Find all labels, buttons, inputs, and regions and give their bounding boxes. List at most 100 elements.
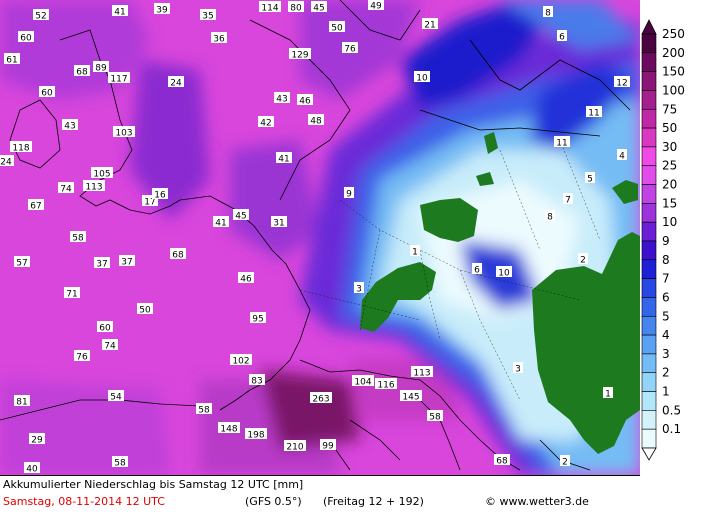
legend-label: 4 — [662, 328, 670, 342]
map-value-label: 43 — [274, 92, 290, 105]
map-value-label: 1 — [603, 387, 613, 400]
map-value-box — [137, 303, 153, 314]
map-value-text: 9 — [346, 190, 352, 200]
map-value-label: 117 — [108, 72, 130, 85]
legend-label: 200 — [662, 46, 685, 60]
map-value-box — [614, 76, 630, 87]
map-value-label: 35 — [200, 9, 216, 22]
map-value-text: 71 — [66, 290, 77, 300]
legend-color-box — [641, 146, 657, 167]
map-value-box — [603, 387, 613, 398]
legend-color-box — [641, 52, 657, 72]
map-value-box — [102, 339, 118, 350]
map-value-label: 81 — [14, 395, 30, 408]
map-value-text: 49 — [370, 2, 382, 12]
map-value-text: 5 — [587, 175, 593, 185]
map-value-text: 2 — [562, 458, 568, 468]
map-value-box — [311, 1, 327, 12]
map-value-text: 145 — [402, 393, 419, 403]
map-value-box — [375, 378, 397, 389]
legend-label: 1 — [662, 385, 670, 399]
footer-line-2: Samstag, 08-11-2014 12 UTC (GFS 0.5°) (F… — [3, 495, 589, 508]
map-value-box — [152, 188, 168, 199]
map-value-label: 54 — [108, 390, 124, 403]
map-value-box — [230, 354, 252, 365]
legend-labels: 250 200 150 100 75 50 30 25 20 15 10 9 8 7 6 5 4 3 2 1 0.5 0.… — [662, 27, 685, 436]
legend-color-box — [641, 240, 657, 261]
map-value-box — [513, 362, 523, 373]
map-value-text: 68 — [496, 457, 508, 467]
map-value-label: 50 — [329, 21, 345, 34]
map-value-box — [0, 155, 14, 166]
map-value-text: 58 — [72, 234, 84, 244]
map-value-label: 74 — [58, 182, 74, 195]
map-value-label: 67 — [28, 199, 44, 212]
map-value-text: 45 — [313, 4, 324, 14]
map-value-text: 104 — [354, 378, 371, 388]
map-value-label: 145 — [400, 390, 422, 403]
map-value-box — [28, 199, 44, 210]
map-value-box — [119, 255, 135, 266]
map-value-box — [274, 92, 290, 103]
map-value-label: 89 — [93, 61, 109, 74]
map-value-text: 3 — [515, 365, 521, 375]
map-value-text: 37 — [96, 260, 107, 270]
map-value-box — [97, 321, 113, 332]
map-value-label: 74 — [102, 339, 118, 352]
map-value-label: 24 — [0, 155, 14, 168]
legend-color-box — [641, 297, 657, 317]
legend-label: 2 — [662, 366, 670, 380]
map-value-box — [259, 1, 281, 12]
map-value-text: 54 — [110, 393, 122, 403]
map-value-text: 46 — [240, 275, 252, 285]
map-value-box — [400, 390, 422, 401]
map-value-label: 210 — [284, 440, 306, 453]
map-value-text: 76 — [76, 353, 88, 363]
map-value-label: 68 — [74, 65, 90, 78]
map-value-label: 102 — [230, 354, 252, 367]
map-title: Akkumulierter Niederschlag bis Samstag 1… — [3, 478, 304, 491]
map-value-box — [238, 272, 254, 283]
map-value-text: 46 — [299, 97, 311, 107]
map-value-box — [154, 3, 170, 14]
map-value-box — [91, 167, 113, 178]
legend-label: 3 — [662, 347, 670, 361]
map-value-box — [414, 71, 430, 82]
legend-color-box — [641, 259, 657, 279]
legend-label: 150 — [662, 65, 685, 79]
map-value-box — [112, 5, 128, 16]
copyright-link[interactable]: © www.wetter3.de — [485, 495, 589, 508]
legend-label: 20 — [662, 178, 677, 192]
map-value-text: 1 — [605, 390, 611, 400]
map-value-label: 99 — [320, 439, 336, 452]
map-value-label: 80 — [288, 1, 304, 14]
map-value-label: 31 — [271, 216, 287, 229]
map-value-text: 10 — [416, 74, 428, 84]
map-value-text: 61 — [6, 56, 17, 66]
map-value-box — [329, 21, 345, 32]
map-value-label: 41 — [276, 152, 292, 165]
map-value-box — [344, 187, 354, 198]
legend-color-box — [641, 278, 657, 298]
map-value-label: 114 — [259, 1, 281, 14]
map-value-text: 42 — [260, 119, 271, 129]
map-value-box — [297, 94, 313, 105]
legend-color-box — [641, 71, 657, 91]
map-value-box — [58, 182, 74, 193]
map-value-text: 41 — [215, 219, 226, 229]
borders — [299, 139, 601, 401]
legend-color-box — [641, 221, 657, 242]
legend-color-box — [641, 90, 657, 110]
map-value-label: 83 — [249, 374, 265, 387]
map-value-label: 6 — [472, 263, 482, 276]
map-value-text: 58 — [429, 413, 441, 423]
color-legend: 250 200 150 100 75 50 30 25 20 15 10 9 8 7 6 5 4 3 2 1 0.5 0.… — [640, 0, 704, 475]
map-value-label: 116 — [375, 378, 397, 391]
map-value-box — [29, 433, 45, 444]
map-value-text: 80 — [290, 4, 302, 14]
map-value-text: 17 — [144, 198, 155, 208]
map-value-text: 198 — [247, 431, 264, 441]
map-value-label: 3 — [513, 362, 523, 375]
map-value-label: 129 — [289, 48, 311, 61]
